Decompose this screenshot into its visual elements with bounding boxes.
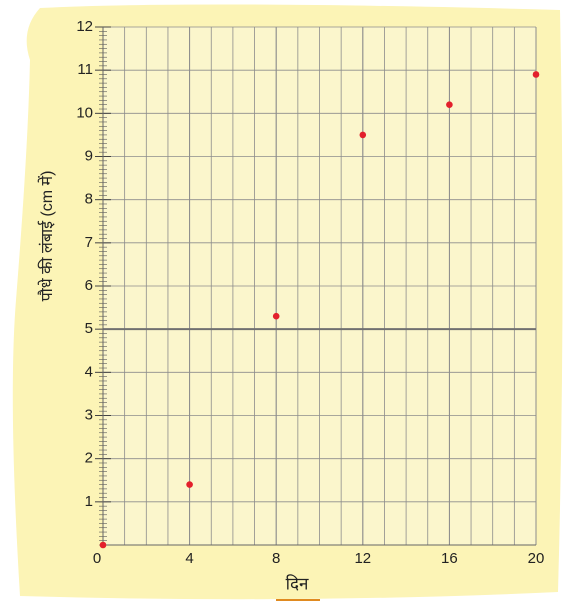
x-tick-label: 20 — [528, 550, 545, 567]
y-tick-label: 5 — [85, 320, 93, 337]
y-tick-label: 4 — [85, 363, 93, 380]
point — [272, 312, 280, 320]
x-tick-label: 12 — [354, 550, 371, 567]
x-tick-label: 16 — [441, 550, 458, 567]
y-tick-label: 6 — [85, 277, 93, 294]
x-axis-label: दिन — [286, 573, 309, 593]
y-tick-label: 9 — [85, 147, 93, 164]
y-tick-label: 7 — [85, 234, 93, 251]
point — [446, 101, 453, 108]
point — [532, 71, 540, 78]
y-tick-label: 3 — [85, 406, 93, 423]
y-tick-label: 1 — [85, 493, 93, 510]
point — [99, 541, 107, 549]
x-tick-label: 8 — [272, 550, 280, 567]
y-axis-label: पौधे की लंबाई (cm में) — [37, 171, 56, 302]
point — [186, 481, 193, 488]
x-tick-label: 4 — [185, 550, 193, 567]
point — [359, 131, 367, 139]
y-tick-label: 12 — [76, 18, 93, 35]
x-tick-label: 0 — [93, 550, 101, 567]
y-tick-label: 11 — [77, 61, 93, 78]
y-tick-label: 2 — [85, 450, 93, 467]
y-tick-label: 10 — [76, 104, 93, 121]
y-tick-label: 8 — [85, 191, 93, 208]
